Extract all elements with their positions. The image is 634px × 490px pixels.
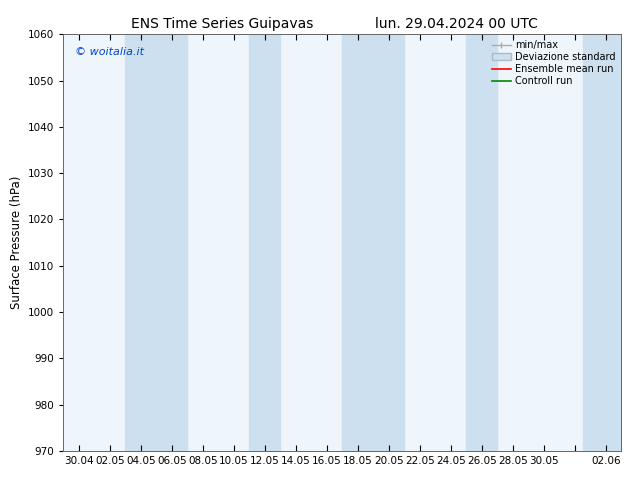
- Bar: [249, 34, 280, 451]
- Bar: [126, 34, 188, 451]
- Bar: [583, 34, 629, 451]
- Bar: [342, 34, 404, 451]
- Text: lun. 29.04.2024 00 UTC: lun. 29.04.2024 00 UTC: [375, 17, 538, 31]
- Y-axis label: Surface Pressure (hPa): Surface Pressure (hPa): [10, 176, 23, 309]
- Text: ENS Time Series Guipavas: ENS Time Series Guipavas: [131, 17, 313, 31]
- Legend: min/max, Deviazione standard, Ensemble mean run, Controll run: min/max, Deviazione standard, Ensemble m…: [489, 37, 618, 89]
- Text: © woitalia.it: © woitalia.it: [75, 47, 143, 57]
- Bar: [467, 34, 497, 451]
